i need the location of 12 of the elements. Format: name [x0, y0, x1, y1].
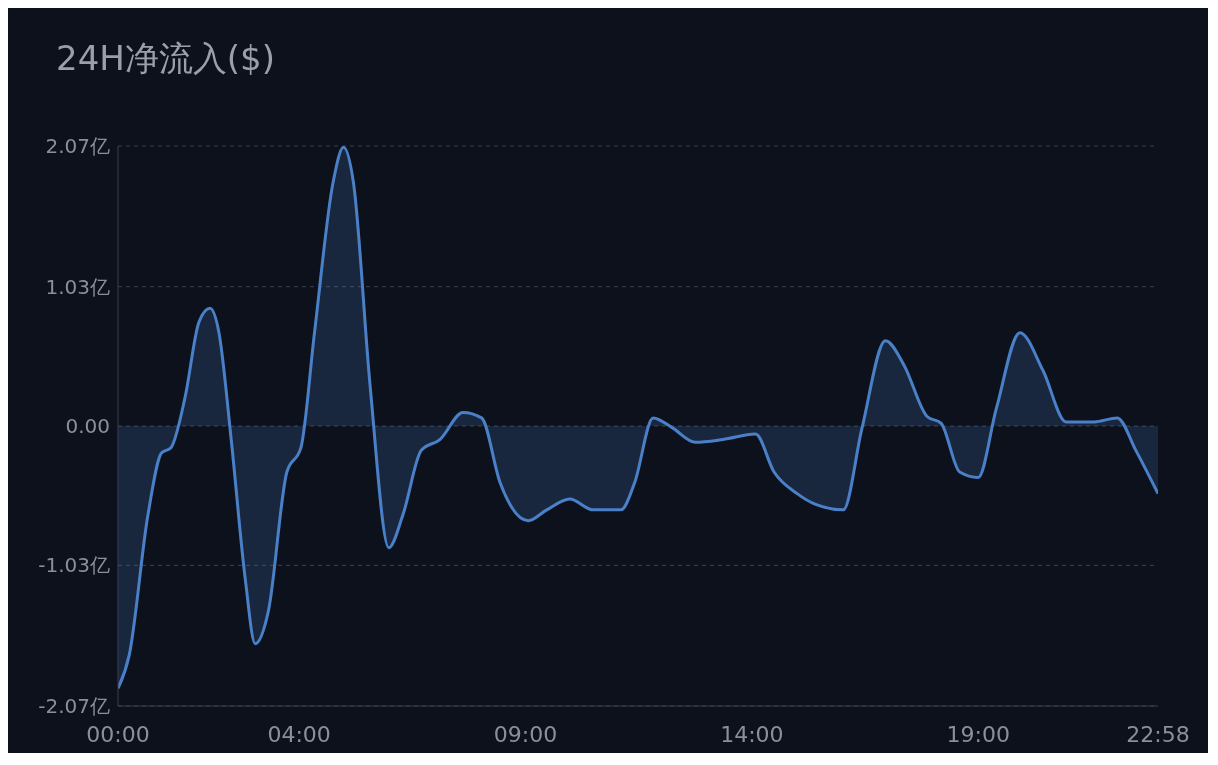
x-tick-label: 09:00	[493, 721, 558, 747]
x-tick-label: 14:00	[720, 721, 784, 747]
x-tick-label: 22:58	[1126, 721, 1190, 747]
x-tick-label: 04:00	[267, 721, 331, 747]
y-tick-label: -2.07亿	[38, 694, 110, 719]
chart-title: 24H净流入($)	[55, 37, 276, 80]
y-tick-label: 1.03亿	[45, 274, 110, 299]
y-tick-label: -1.03亿	[38, 553, 110, 578]
y-tick-label: 2.07亿	[45, 134, 110, 159]
x-tick-label: 00:00	[86, 721, 150, 747]
x-tick-label: 19:00	[946, 721, 1010, 747]
y-tick-label: 0.00	[65, 414, 110, 439]
